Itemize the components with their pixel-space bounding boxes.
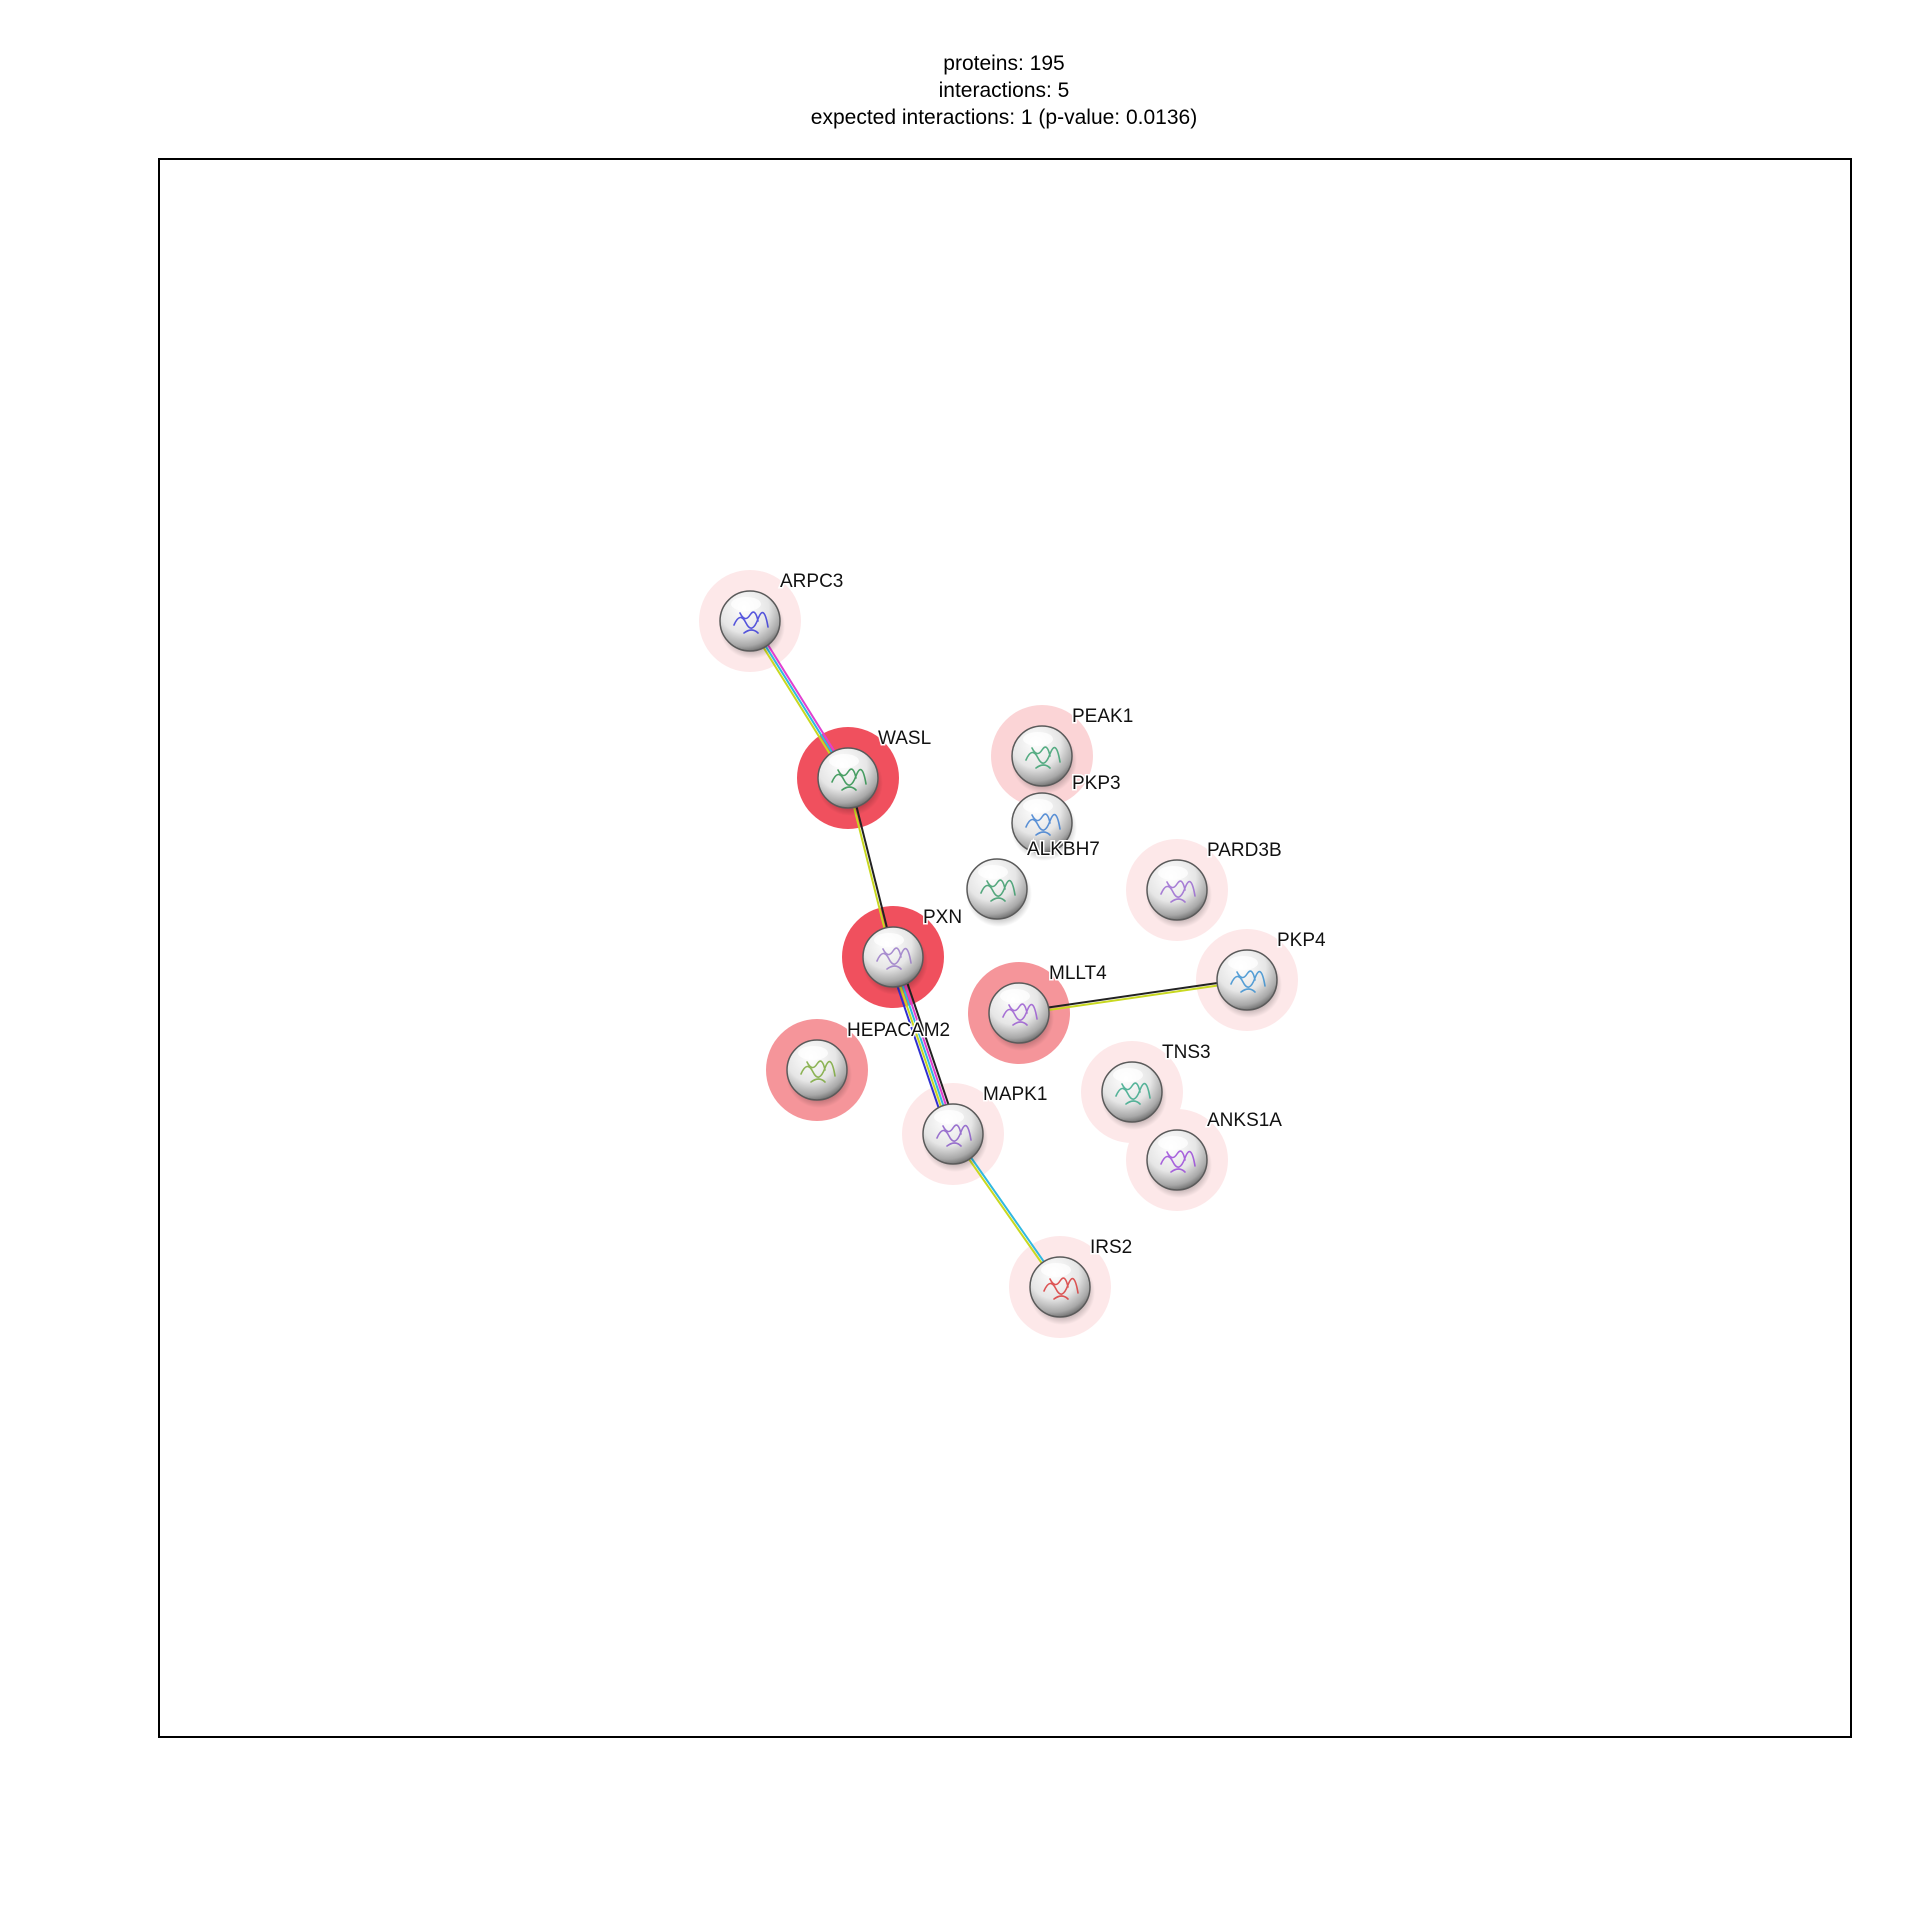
node-label-arpc3: ARPC3 — [780, 571, 843, 592]
node-label-mapk1: MAPK1 — [983, 1084, 1047, 1105]
protein-structure-icon — [733, 611, 769, 634]
node-hepacam2[interactable] — [786, 1039, 852, 1108]
edge-strand — [1019, 980, 1248, 1016]
protein-structure-icon — [1160, 1150, 1196, 1173]
node-wasl[interactable] — [817, 747, 883, 816]
node-pkp3[interactable] — [1011, 792, 1077, 861]
protein-structure-icon — [1025, 746, 1061, 769]
node-label-hepacam2: HEPACAM2 — [847, 1020, 950, 1041]
node-label-pkp4: PKP4 — [1277, 930, 1326, 951]
edge-mllt4-pkp4[interactable] — [1018, 977, 1248, 1016]
protein-structure-icon — [1115, 1082, 1151, 1105]
protein-structure-icon — [1002, 1003, 1038, 1026]
node-highlight — [1023, 732, 1053, 746]
node-label-mllt4: MLLT4 — [1049, 963, 1107, 984]
protein-structure-icon — [936, 1124, 972, 1147]
node-label-pkp3: PKP3 — [1072, 773, 1121, 794]
node-arpc3[interactable] — [719, 590, 785, 659]
node-label-anks1a: ANKS1A — [1207, 1110, 1282, 1131]
node-highlight — [1158, 1136, 1188, 1150]
node-highlight — [1158, 866, 1188, 880]
node-label-alkbh7: ALKBH7 — [1027, 839, 1100, 860]
node-highlight — [731, 597, 761, 611]
halo-layer — [699, 570, 1298, 1338]
interaction-count: interactions: 5 — [938, 79, 1070, 102]
network-frame — [158, 158, 1852, 1738]
node-highlight — [1113, 1068, 1143, 1082]
node-pard3b[interactable] — [1146, 859, 1212, 928]
protein-structure-icon — [831, 768, 867, 791]
node-label-irs2: IRS2 — [1090, 1237, 1132, 1258]
node-irs2[interactable] — [1029, 1256, 1095, 1325]
node-highlight — [798, 1046, 828, 1060]
node-label-pard3b: PARD3B — [1207, 840, 1282, 861]
protein-count: proteins: 195 — [943, 52, 1065, 75]
protein-structure-icon — [1043, 1277, 1079, 1300]
node-label-tns3: TNS3 — [1162, 1042, 1211, 1063]
node-tns3[interactable] — [1101, 1061, 1167, 1130]
node-pxn[interactable] — [862, 926, 928, 995]
node-peak1[interactable] — [1011, 725, 1077, 794]
label-layer: ARPC3 WASL PEAK1 PKP3 ALKBH7 PARD3B PXN PKP4 MLL… — [779, 570, 1328, 1260]
node-anks1a[interactable] — [1146, 1129, 1212, 1198]
node-alkbh7[interactable] — [966, 858, 1032, 927]
protein-structure-icon — [876, 947, 912, 970]
node-pkp4[interactable] — [1216, 949, 1282, 1018]
edge-strand — [1018, 977, 1247, 1013]
node-layer — [719, 590, 1282, 1325]
node-mllt4[interactable] — [988, 982, 1054, 1051]
node-highlight — [1228, 956, 1258, 970]
node-label-pxn: PXN — [923, 907, 962, 928]
node-highlight — [874, 933, 904, 947]
protein-structure-icon — [800, 1060, 836, 1083]
network-summary: proteins: 195 interactions: 5 expected i… — [0, 50, 1920, 131]
protein-structure-icon — [980, 879, 1016, 902]
protein-structure-icon — [1160, 880, 1196, 903]
node-label-peak1: PEAK1 — [1072, 706, 1133, 727]
expected-interactions: expected interactions: 1 (p-value: 0.013… — [810, 106, 1198, 129]
node-highlight — [978, 865, 1008, 879]
protein-structure-icon — [1025, 813, 1061, 836]
node-highlight — [934, 1110, 964, 1124]
node-highlight — [829, 754, 859, 768]
node-highlight — [1041, 1263, 1071, 1277]
node-highlight — [1023, 799, 1053, 813]
node-mapk1[interactable] — [922, 1103, 988, 1172]
node-highlight — [1000, 989, 1030, 1003]
node-label-wasl: WASL — [878, 728, 931, 749]
protein-structure-icon — [1230, 970, 1266, 993]
